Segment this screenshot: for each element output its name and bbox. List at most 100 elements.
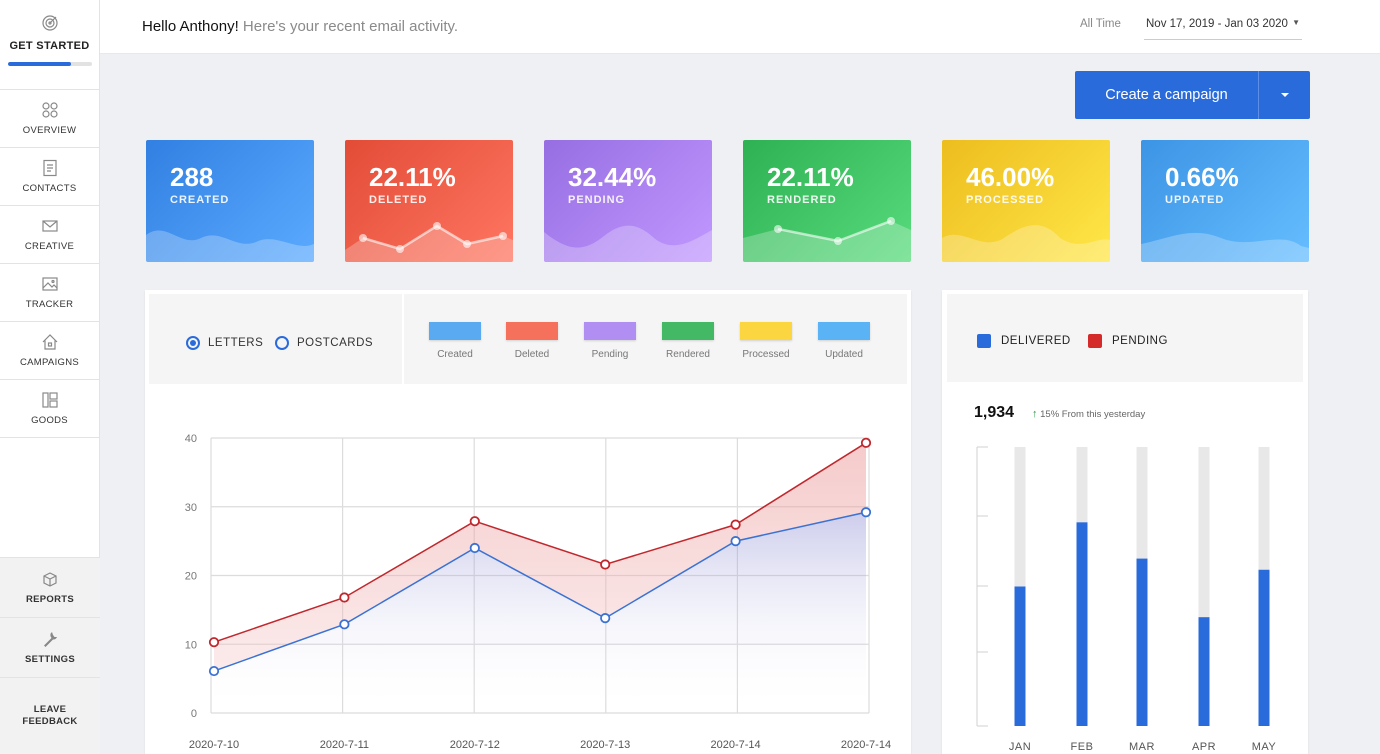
series-2-point [469, 542, 480, 554]
stat-label: PROCESSED [966, 194, 1045, 206]
series-1-point [208, 637, 220, 648]
bar-may [1258, 569, 1270, 726]
create-campaign-button[interactable]: Create a campaign [1075, 71, 1259, 119]
sparkline-area [345, 226, 513, 262]
activity-line-chart: 0 10 20 30 40 2020-7-10 2020-7-11 2020-7-12 2020… [185, 433, 891, 751]
sparkline-point [463, 240, 471, 248]
legend-pending[interactable]: PENDING [1088, 334, 1168, 348]
date-range-select[interactable]: Nov 17, 2019 - Jan 03 2020 ▼ [1144, 12, 1302, 40]
legend-swatch-processed[interactable]: Processed [736, 322, 796, 360]
legend-divider [402, 294, 404, 384]
sidebar-item-overview[interactable]: OVERVIEW [0, 90, 99, 148]
sparkline-graphic [544, 225, 712, 262]
sidebar-item-contacts[interactable]: CONTACTS [0, 148, 99, 206]
sidebar-item-tracker[interactable]: TRACKER [0, 264, 99, 322]
sparkline-area [942, 225, 1110, 262]
sidebar-item-goods[interactable]: GOODS [0, 380, 99, 438]
activity-panel: LETTERS POSTCARDS Created Deleted Pending R… [145, 290, 911, 754]
swatch-box [429, 322, 481, 340]
legend-swatch-rendered[interactable]: Rendered [658, 322, 718, 360]
stat-label: UPDATED [1165, 194, 1225, 206]
caret-down-icon: ▼ [1292, 18, 1300, 27]
stat-value: 0.66% [1165, 162, 1239, 192]
series-1-point [469, 516, 480, 527]
legend-swatch-created[interactable]: Created [425, 322, 485, 360]
legend-label: PENDING [1112, 335, 1168, 347]
radio-label: LETTERS [208, 337, 264, 349]
stat-value: 22.11% [767, 162, 854, 192]
sidebar-item-settings[interactable]: SETTINGS [0, 618, 100, 678]
y-tick-label: 10 [185, 639, 197, 651]
series-1-point [730, 519, 741, 530]
sparkline-point [887, 217, 895, 225]
swatch-box [662, 322, 714, 340]
layout-icon [41, 392, 58, 408]
bar-mar [1136, 558, 1148, 726]
sparkline-graphic [942, 225, 1110, 262]
swatch-box [584, 322, 636, 340]
arrow-up-icon: ↑ [1032, 408, 1038, 420]
sparkline-graphic [743, 217, 911, 262]
stat-label: RENDERED [767, 194, 837, 206]
stat-card-deleted[interactable]: 22.11% DELETED [345, 140, 513, 262]
x-tick-label: 2020-7-11 [320, 739, 369, 751]
series-2-point [860, 507, 872, 518]
stat-value: 22.11% [369, 162, 456, 192]
radio-label: POSTCARDS [297, 337, 374, 349]
legend-swatch-deleted[interactable]: Deleted [502, 322, 562, 360]
date-range-value: Nov 17, 2019 - Jan 03 2020 [1146, 18, 1288, 30]
campaign-dropdown-button[interactable] [1259, 71, 1310, 119]
x-tick-label: 2020-7-10 [189, 739, 239, 751]
sparkline-area [544, 225, 712, 262]
sidebar-item-label: REPORTS [25, 593, 75, 605]
delta-label: 15% From this yesterday [1040, 409, 1146, 420]
leave-feedback-button[interactable]: LEAVE FEEDBACK [0, 678, 100, 754]
sidebar-bottom: REPORTS SETTINGS LEAVE FEEDBACK [0, 557, 100, 754]
letters-radio[interactable]: LETTERS [186, 336, 263, 350]
sidebar-item-label: GOODS [31, 415, 68, 426]
greeting-text: Here's your recent email activity. [242, 18, 459, 35]
stat-value: 46.00% [966, 162, 1055, 192]
bar-apr [1198, 617, 1210, 726]
legend-delivered[interactable]: DELIVERED [977, 334, 1071, 348]
stat-value: 32.44% [568, 162, 657, 192]
stat-value: 288 [170, 162, 214, 192]
x-tick-label: MAR [1129, 741, 1155, 753]
postcards-radio[interactable]: POSTCARDS [275, 336, 373, 350]
stat-card-processed[interactable]: 46.00% PROCESSED [942, 140, 1110, 262]
series-2-line [213, 511, 867, 672]
x-tick-label: 2020-7-14 [711, 739, 761, 751]
sparkline-area [743, 221, 911, 262]
greeting: Hello Anthony! Here's your recent email … [142, 18, 458, 35]
legend-swatch-pending[interactable]: Pending [580, 322, 640, 360]
progress-fill [7, 62, 71, 66]
stat-card-created[interactable]: 288 CREATED [146, 140, 314, 262]
series-1-line [213, 442, 867, 643]
get-started-section[interactable]: GET STARTED [0, 0, 99, 90]
x-tick-label: 2020-7-13 [580, 739, 630, 751]
stat-card-pending[interactable]: 32.44% PENDING [544, 140, 712, 262]
delivery-panel: DELIVERED PENDING 1,934 ↑ 15% From this … [942, 290, 1308, 754]
sidebar-item-reports[interactable]: REPORTS [0, 558, 100, 618]
sparkline-point [834, 237, 842, 245]
series-1-point [600, 559, 611, 570]
stat-card-rendered[interactable]: 22.11% RENDERED [743, 140, 911, 262]
swatch-label: Created [437, 349, 473, 360]
bar-track [1198, 447, 1210, 726]
series-2-area [214, 512, 866, 713]
home-icon [42, 334, 57, 350]
sidebar-item-campaigns[interactable]: CAMPAIGNS [0, 322, 99, 380]
y-tick-label: 30 [185, 502, 197, 514]
x-tick-label: FEB [1071, 741, 1094, 753]
y-tick-label: 20 [185, 571, 197, 583]
sidebar-item-label: CREATIVE [24, 241, 75, 252]
legend-swatch [977, 334, 991, 348]
legend-swatch-updated[interactable]: Updated [814, 322, 874, 360]
stat-card-updated[interactable]: 0.66% UPDATED [1141, 140, 1309, 262]
stat-label: CREATED [170, 194, 230, 206]
sidebar-item-creative[interactable]: CREATIVE [0, 206, 99, 264]
get-started-progress [7, 62, 92, 66]
sidebar: GET STARTED OVERVIEW CONTACTS CREATIVE T… [0, 0, 100, 754]
range-label: All Time [1080, 18, 1121, 30]
sidebar-item-label: SETTINGS [25, 653, 75, 665]
